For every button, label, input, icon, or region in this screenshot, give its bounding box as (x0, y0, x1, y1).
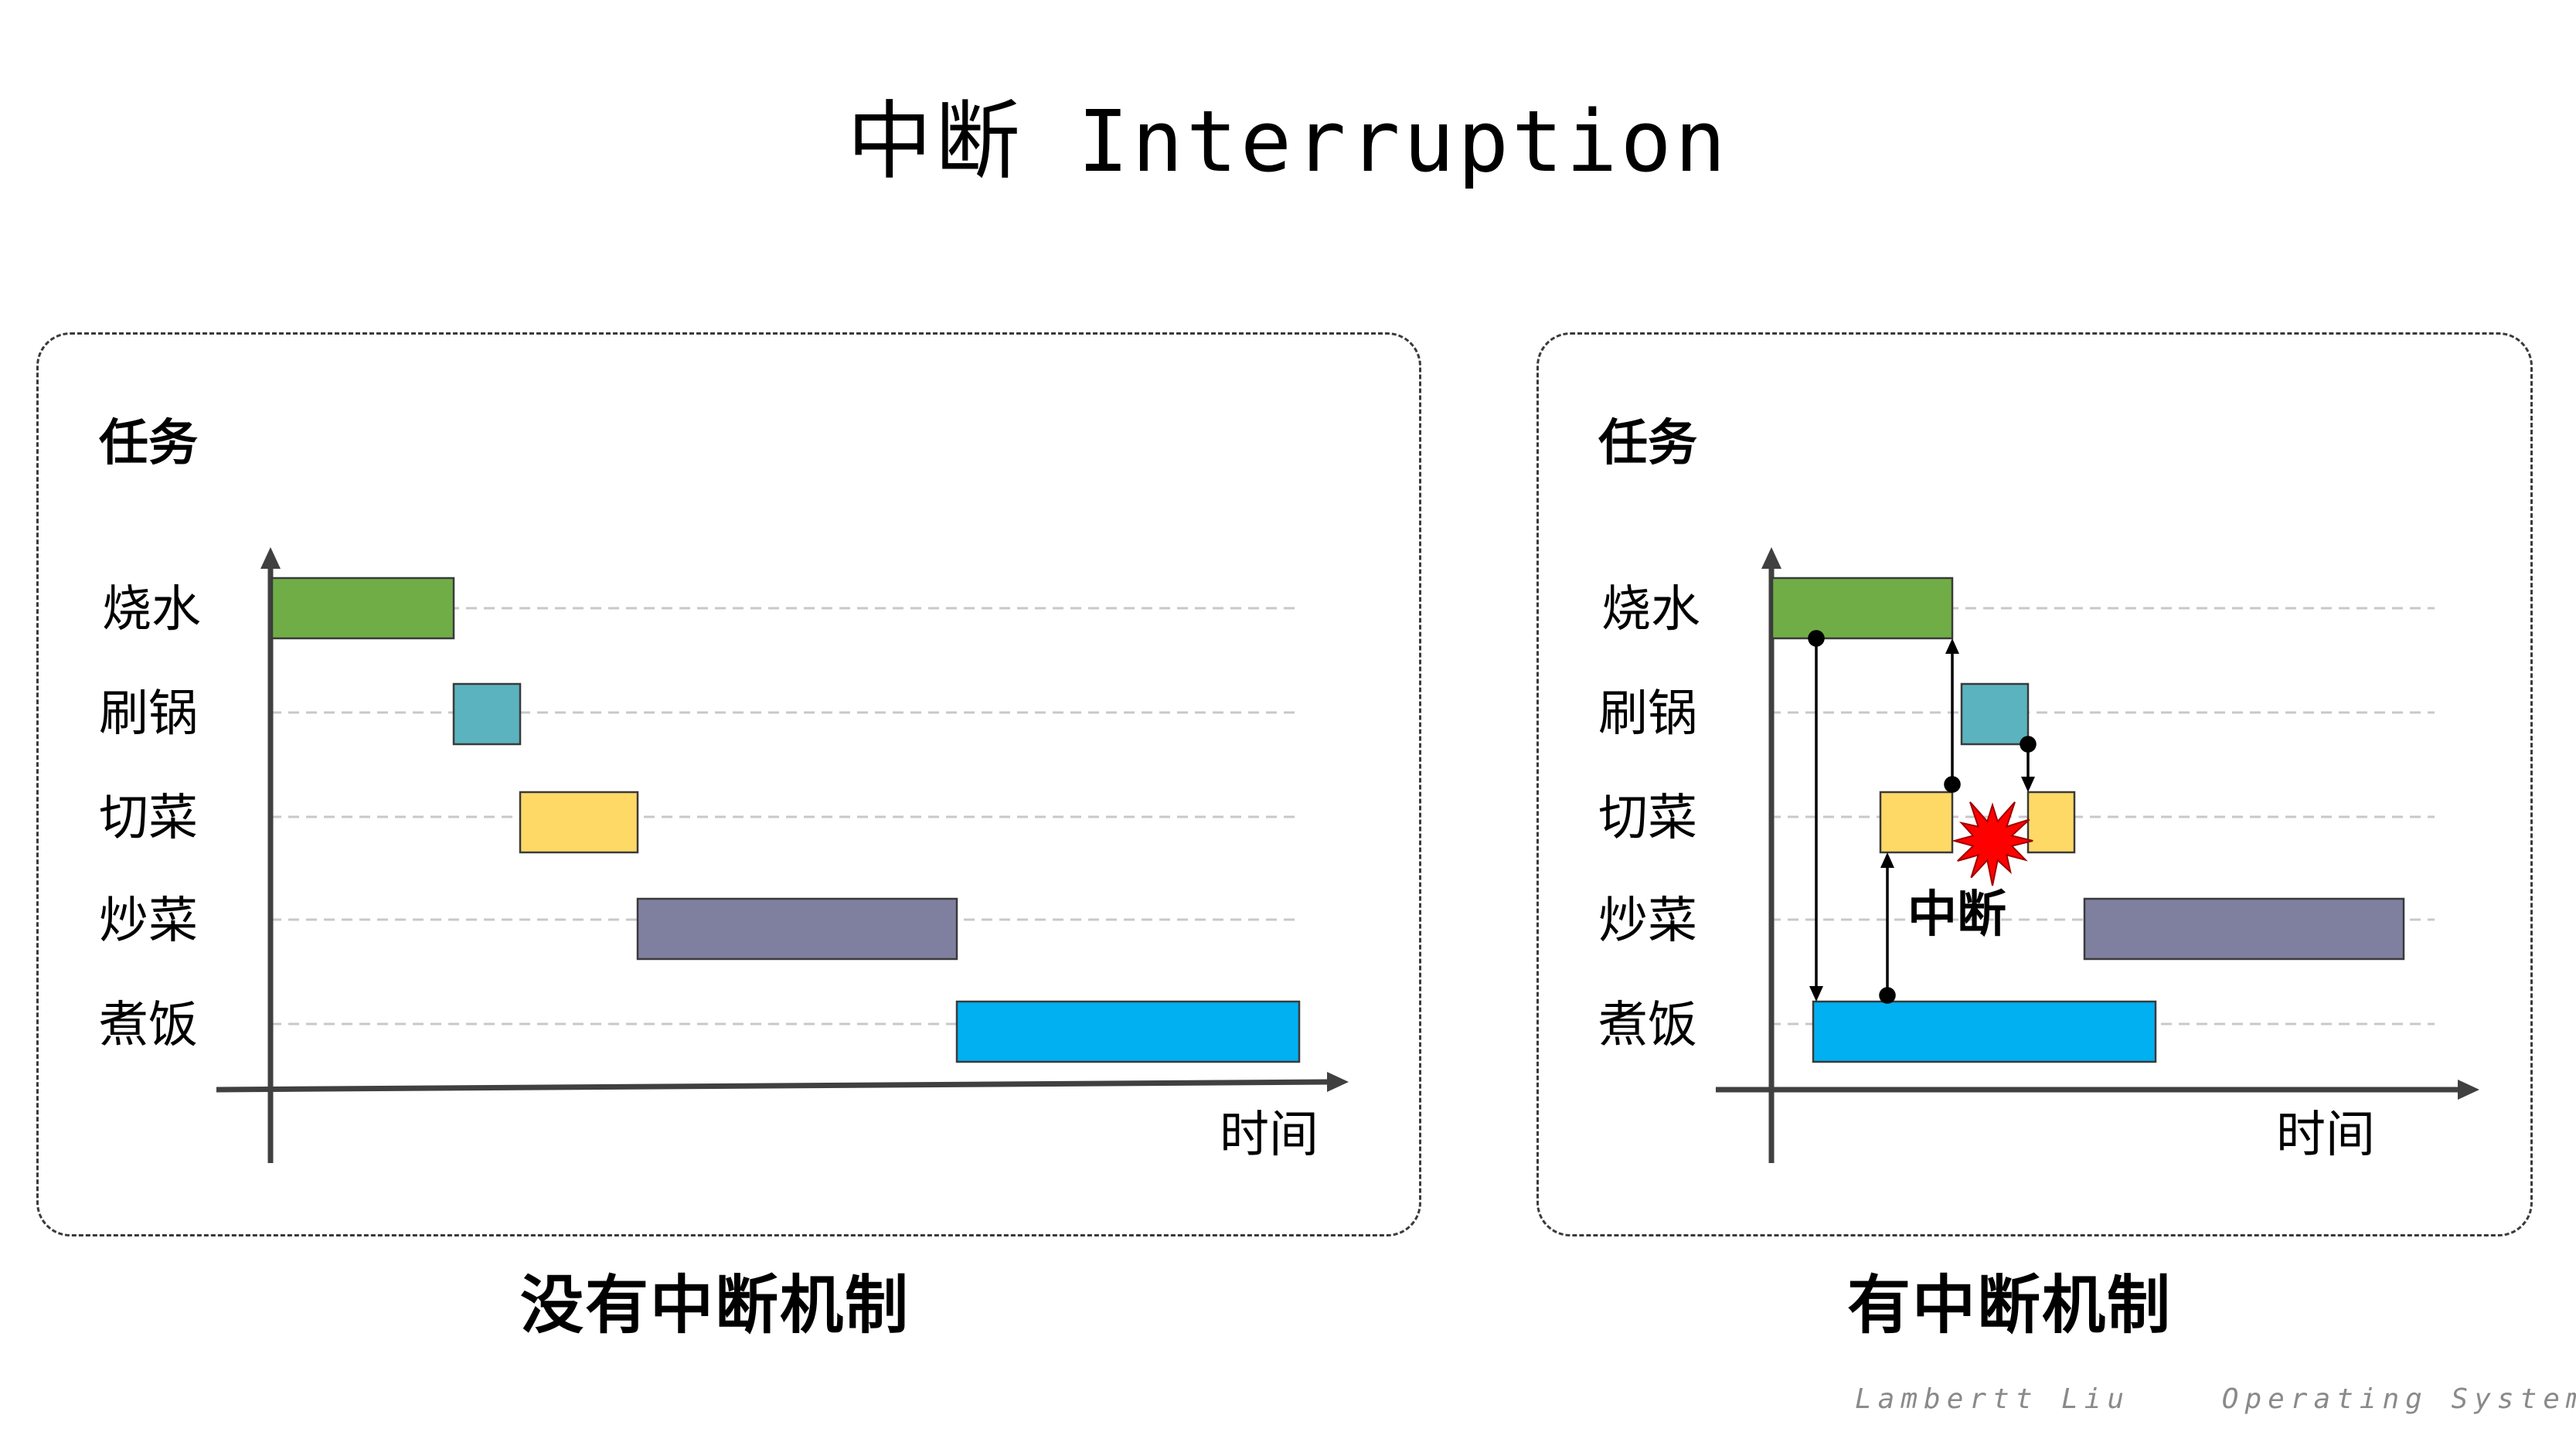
right-bar-cut-veg-1 (1879, 791, 1954, 854)
right-bar-wash-pot (1960, 682, 2030, 746)
right-task-label: 刷锅 (1598, 685, 1697, 743)
interrupt-label: 中断 (1907, 886, 2006, 944)
left-task-label: 刷锅 (99, 685, 198, 743)
footer-credit: Lambertt Liu Operating System (1855, 1383, 2576, 1415)
left-bar-boil-water (271, 577, 455, 640)
right-task-label: 煮饭 (1598, 997, 1697, 1054)
left-task-label: 切菜 (99, 790, 198, 847)
page-title: 中断 Interruption (847, 92, 1729, 191)
right-bar-cook-rice (1812, 1000, 2157, 1063)
right-gridlines (1770, 607, 2435, 1026)
right-x-arrowhead (2458, 1080, 2479, 1100)
no-interrupt-caption: 没有中断机制 (519, 1269, 910, 1342)
with-interrupt-panel (1536, 332, 2533, 1236)
no-interrupt-panel (36, 332, 1421, 1236)
right-task-label: 切菜 (1598, 790, 1697, 847)
task-switch-arrows (1808, 630, 2037, 1004)
left-y-arrowhead (260, 547, 281, 569)
with-interrupt-caption: 有中断机制 (1846, 1269, 2172, 1342)
interrupt-burst-icon (1951, 801, 2033, 886)
left-task-label: 炒菜 (99, 893, 198, 950)
left-task-label: 烧水 (102, 581, 201, 638)
left-x-axis (216, 1079, 1330, 1093)
left-y-axis-label: 任务 (99, 415, 198, 472)
right-bar-boil-water (1771, 577, 1954, 640)
left-x-axis-label: 时间 (1220, 1107, 1319, 1164)
left-bar-cut-veg (519, 791, 639, 854)
left-task-label: 煮饭 (99, 997, 198, 1054)
left-x-arrowhead (1327, 1072, 1349, 1092)
right-task-label: 炒菜 (1598, 893, 1697, 950)
left-bar-stir-fry (636, 897, 958, 961)
right-bar-stir-fry (2083, 897, 2405, 961)
right-bar-cut-veg-2 (2026, 791, 2076, 854)
left-bar-cook-rice (955, 1000, 1301, 1063)
right-task-label: 烧水 (1601, 581, 1700, 638)
left-bar-wash-pot (452, 682, 522, 746)
right-y-arrowhead (1761, 547, 1781, 569)
right-x-axis-label: 时间 (2276, 1107, 2375, 1164)
right-y-axis-label: 任务 (1598, 415, 1697, 472)
